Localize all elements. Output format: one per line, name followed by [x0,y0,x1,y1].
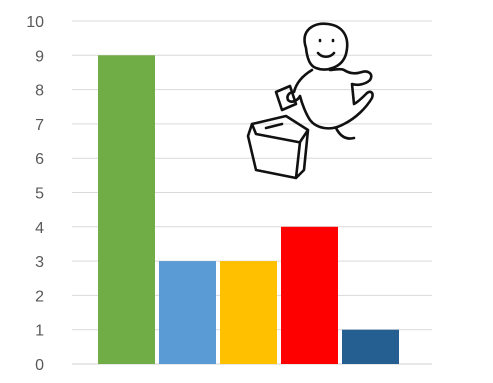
y-tick-label: 0 [35,357,44,374]
y-tick-label: 3 [35,254,44,271]
y-tick-label: 8 [35,83,44,100]
y-tick-label: 6 [35,151,44,168]
doodle-body [286,67,374,130]
doodle-ballot [274,84,298,112]
y-axis-tick-labels: 0 1 2 3 4 5 6 7 8 9 10 [26,14,44,374]
bar-5 [342,329,399,364]
bar-4 [281,226,338,364]
bar-2 [159,261,216,364]
bar-1 [98,55,155,365]
bars [98,55,399,365]
y-tick-label: 2 [35,288,44,305]
y-tick-label: 5 [35,186,44,203]
y-tick-label: 4 [35,220,44,237]
doodle-head [303,22,349,71]
person-casting-ballot-doodle [246,22,374,180]
doodle-face [316,38,336,59]
y-tick-label: 7 [35,117,44,134]
doodle-legs [334,126,356,140]
y-tick-label: 1 [35,323,44,340]
y-tick-label: 10 [26,14,44,31]
bar-3 [220,261,277,364]
doodle-ballot-box [246,114,310,180]
y-tick-label: 9 [35,48,44,65]
